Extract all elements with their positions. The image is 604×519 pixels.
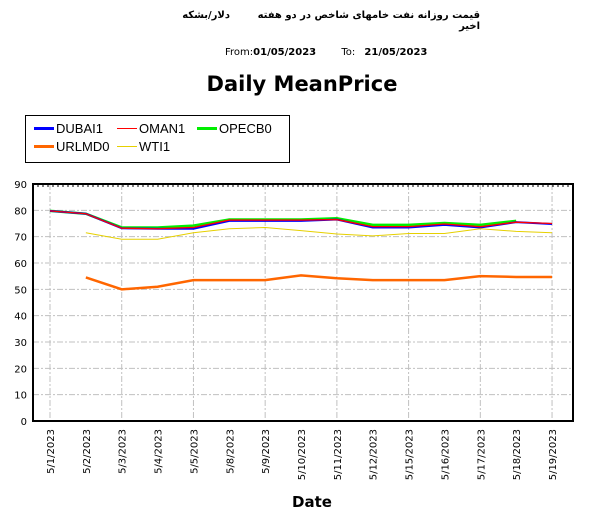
from-value: 01/05/2023 xyxy=(253,47,317,58)
legend-swatch xyxy=(117,146,137,147)
x-tick-label: 5/17/2023 xyxy=(476,429,487,480)
plot-frame xyxy=(32,183,574,422)
date-range: From:01/05/2023 To: 21/05/2023 xyxy=(225,47,427,58)
y-tick-label: 90 xyxy=(14,180,27,191)
unit-label: دلار/بشکه xyxy=(182,10,230,21)
legend-label: OMAN1 xyxy=(139,121,186,136)
legend-label: URLMD0 xyxy=(56,139,110,154)
to-value: 21/05/2023 xyxy=(364,47,428,58)
x-tick-label: 5/4/2023 xyxy=(154,429,165,474)
x-tick-label: 5/9/2023 xyxy=(261,429,272,474)
x-tick-label: 5/16/2023 xyxy=(440,429,451,480)
x-tick-label: 5/19/2023 xyxy=(548,429,559,480)
y-tick-label: 70 xyxy=(14,233,27,244)
y-tick-label: 80 xyxy=(14,206,27,217)
legend-label: WTI1 xyxy=(139,139,171,154)
y-tick-label: 50 xyxy=(14,285,27,296)
legend-swatch xyxy=(34,145,54,148)
x-tick-label: 5/11/2023 xyxy=(333,429,344,480)
series-line-urlmd0 xyxy=(85,274,553,291)
chart-title: Daily MeanPrice xyxy=(206,72,398,96)
legend-item: WTI1 xyxy=(117,139,170,154)
y-tick-label: 20 xyxy=(14,364,27,375)
x-tick-label: 5/10/2023 xyxy=(297,429,308,480)
y-tick-label: 40 xyxy=(14,312,27,323)
legend-item: OPECB0 xyxy=(197,121,272,136)
y-tick-label: 0 xyxy=(21,417,27,428)
x-tick-label: 5/18/2023 xyxy=(512,429,523,480)
series-line-wti1 xyxy=(85,226,553,240)
legend-swatch xyxy=(117,128,137,129)
x-axis-label: Date xyxy=(292,493,332,511)
y-tick-label: 10 xyxy=(14,391,27,402)
x-tick-label: 5/2/2023 xyxy=(82,429,93,474)
x-tick-label: 5/5/2023 xyxy=(189,429,200,474)
legend-swatch xyxy=(197,127,217,130)
x-tick-label: 5/1/2023 xyxy=(46,429,57,474)
legend-item: OMAN1 xyxy=(117,121,185,136)
series-line-oman1 xyxy=(49,210,553,230)
legend: DUBAI1 OMAN1 OPECB0 URLMD0 WTI1 xyxy=(25,115,290,163)
legend-swatch xyxy=(34,127,54,130)
x-tick-label: 5/15/2023 xyxy=(405,429,416,480)
legend-item: URLMD0 xyxy=(34,139,109,154)
legend-item: DUBAI1 xyxy=(34,121,103,136)
y-tick-label: 60 xyxy=(14,259,27,270)
to-label: To: xyxy=(341,47,356,58)
from-label: From: xyxy=(225,47,254,58)
legend-label: OPECB0 xyxy=(219,121,272,136)
x-tick-label: 5/3/2023 xyxy=(118,429,129,474)
persian-title: قیمت روزانه نفت خامهای شاخص در دو هفته ا… xyxy=(257,10,480,32)
x-tick-label: 5/12/2023 xyxy=(369,429,380,480)
x-tick-label: 5/8/2023 xyxy=(225,429,236,474)
y-tick-label: 30 xyxy=(14,338,27,349)
legend-label: DUBAI1 xyxy=(56,121,103,136)
